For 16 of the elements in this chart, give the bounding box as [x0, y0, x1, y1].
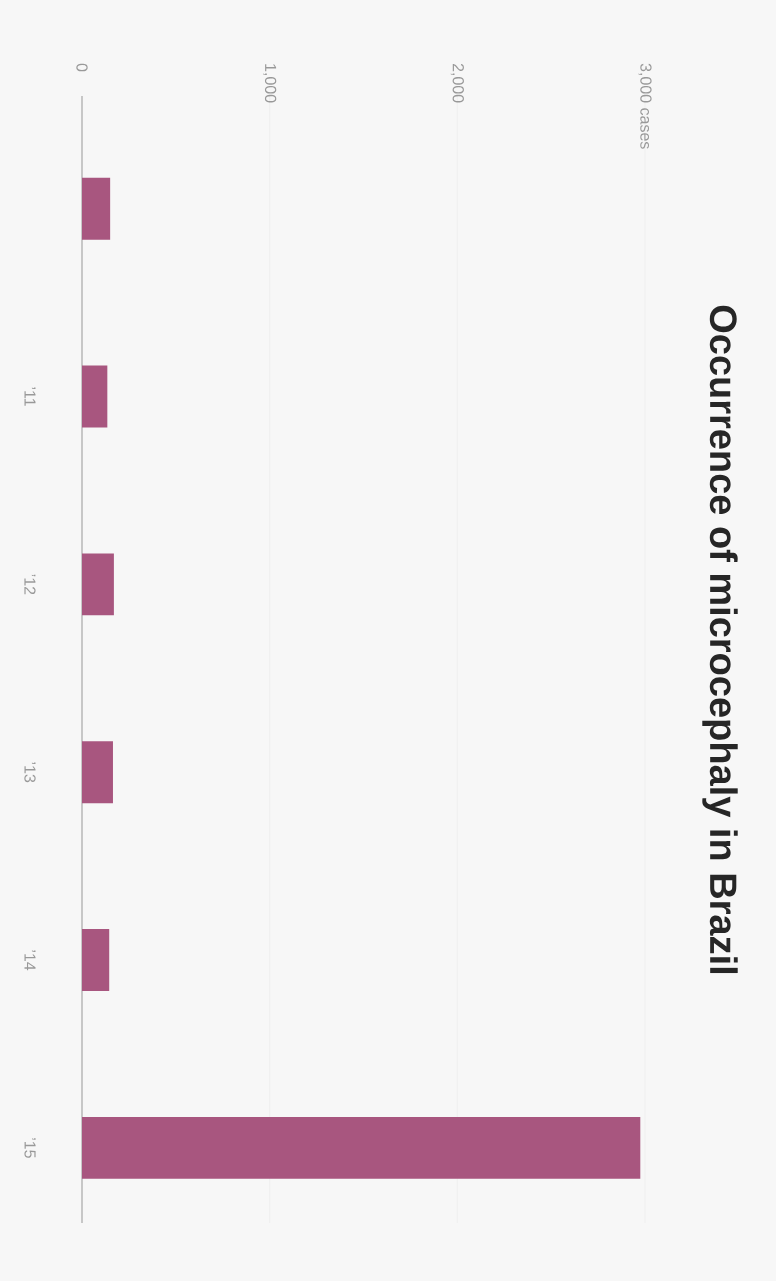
bar [82, 929, 110, 992]
bar [82, 741, 113, 804]
x-tick-label: 1,000 [263, 64, 277, 103]
x-tick-label: 2,000 [450, 63, 464, 103]
bar [82, 553, 114, 616]
bar [82, 1116, 641, 1179]
y-tick-label: ’14 [24, 950, 36, 971]
bar [82, 365, 108, 428]
x-tick-label: 0 [76, 63, 88, 72]
x-tick-label: 3,000 cases [638, 63, 652, 149]
y-tick-label: ’13 [24, 762, 36, 783]
y-tick-label: ’12 [24, 574, 36, 595]
y-tick-label: ’11 [24, 387, 36, 406]
bar [82, 177, 111, 240]
text: Occurrence of microcephaly in Brazil [702, 305, 738, 974]
y-tick-label: ’15 [24, 1138, 36, 1158]
